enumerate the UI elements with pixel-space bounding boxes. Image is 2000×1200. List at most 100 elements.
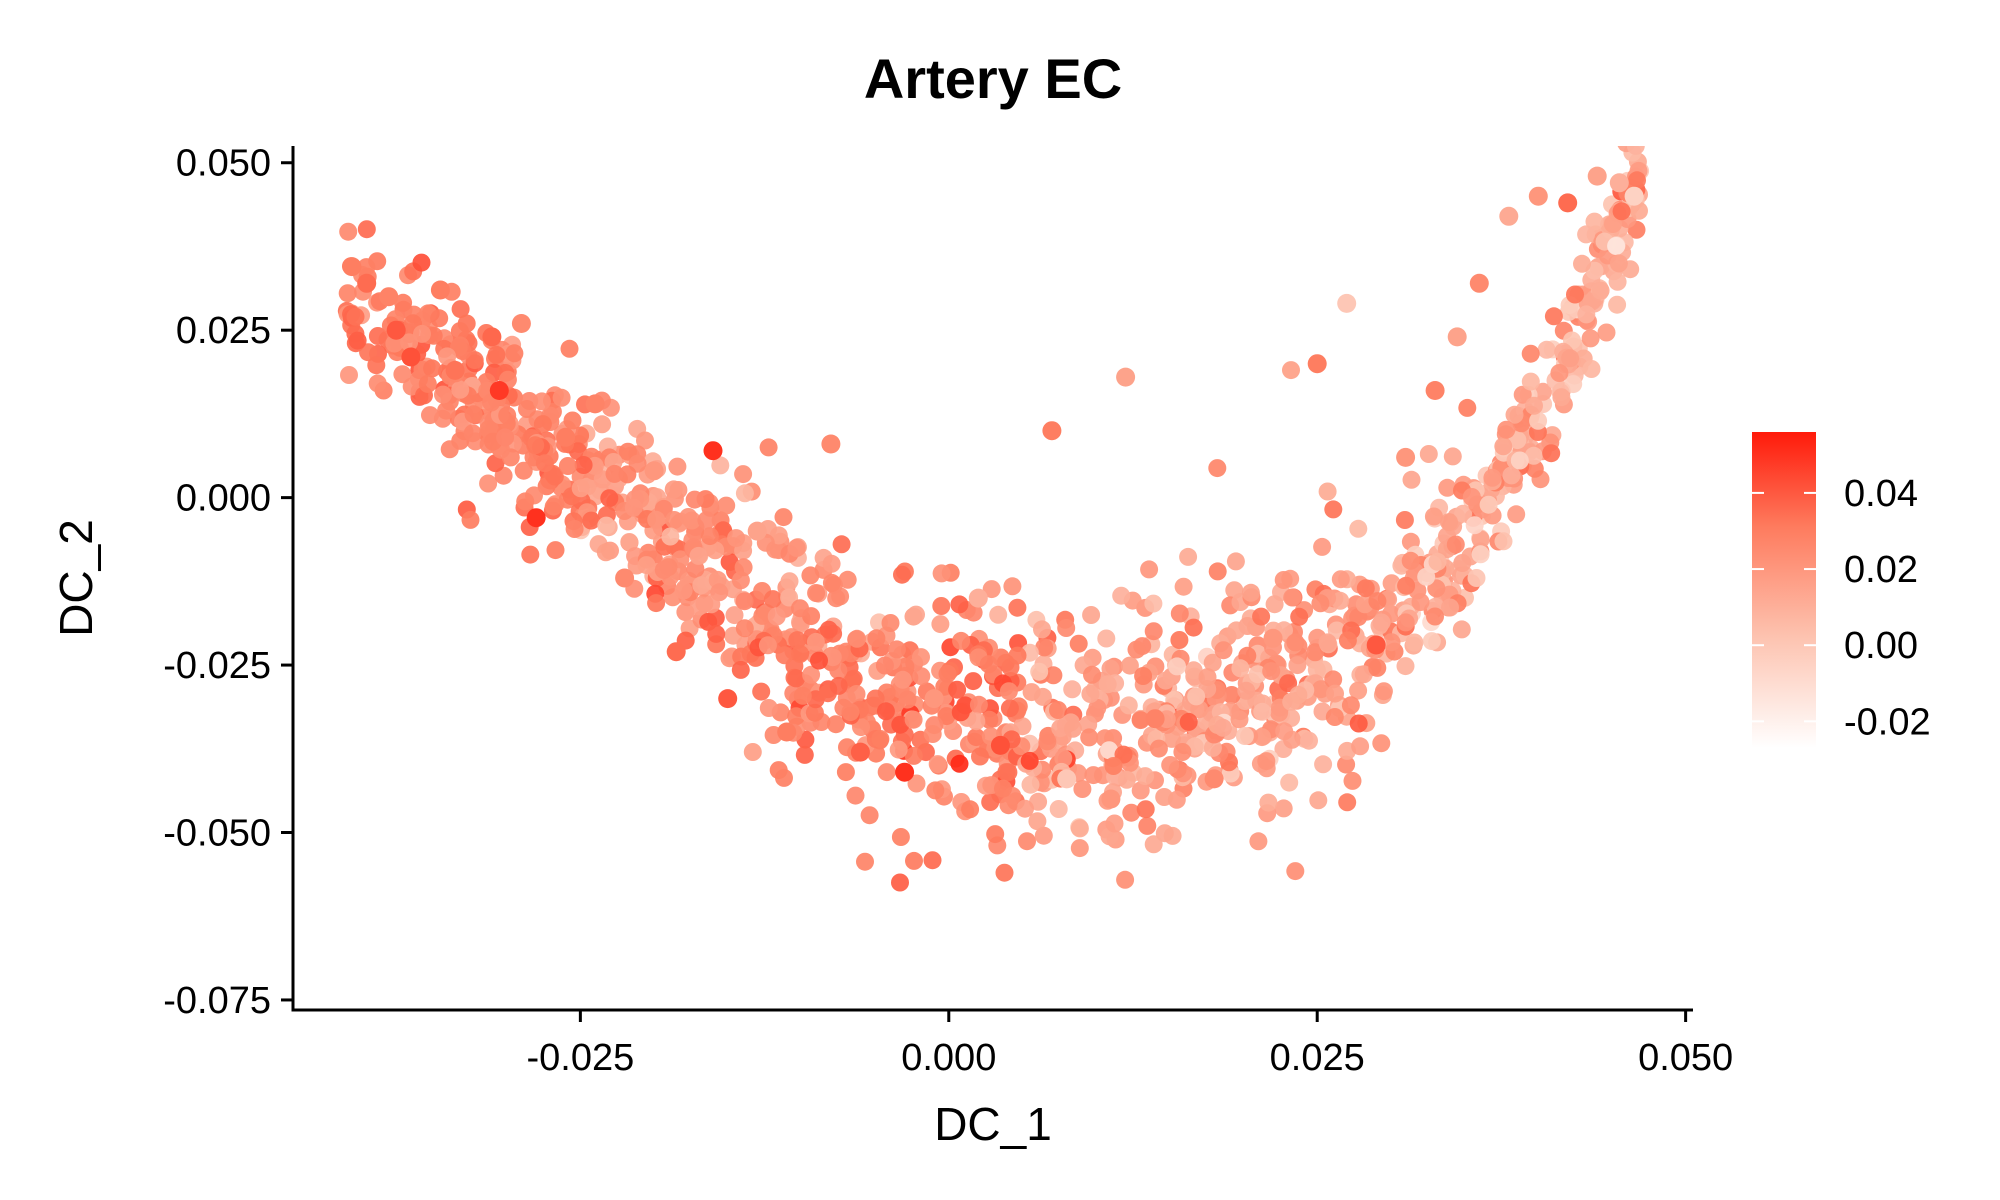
- scatter-point: [1198, 668, 1217, 687]
- scatter-point: [1042, 421, 1062, 441]
- scatter-point: [881, 614, 900, 632]
- scatter-point: [822, 554, 841, 573]
- scatter-point: [1521, 372, 1540, 391]
- scatter-point: [1528, 186, 1548, 206]
- scatter-point: [1263, 628, 1283, 648]
- scatter-point: [1402, 470, 1421, 489]
- scatter-point: [1259, 793, 1278, 812]
- scatter-point: [1458, 398, 1477, 417]
- x-axis-title: DC_1: [934, 1098, 1052, 1150]
- scatter-point: [516, 492, 535, 511]
- scatter-point: [1030, 662, 1049, 681]
- scatter-point: [597, 516, 616, 535]
- scatter-point: [1274, 799, 1293, 818]
- colorbar: [1752, 432, 1816, 748]
- scatter-point: [689, 546, 708, 565]
- scatter-point: [1552, 388, 1571, 407]
- scatter-point: [1441, 598, 1459, 617]
- scatter-point: [1499, 206, 1519, 226]
- scatter-point: [367, 356, 386, 375]
- scatter-point: [514, 461, 533, 480]
- scatter-point: [727, 529, 746, 548]
- colorbar-ticks: 0.04 0.02 0.00 -0.02: [1752, 473, 1931, 743]
- scatter-point: [1038, 732, 1057, 751]
- scatter-point: [1306, 643, 1325, 662]
- scatter-point: [1033, 687, 1052, 706]
- scatter-point: [560, 339, 579, 358]
- scatter-point: [752, 682, 771, 701]
- scatter-point: [535, 454, 554, 473]
- scatter-point: [1604, 215, 1622, 233]
- scatter-point: [489, 381, 509, 400]
- scatter-point: [1155, 788, 1174, 806]
- scatter-point: [421, 406, 439, 425]
- scatter-point: [895, 762, 915, 782]
- scatter-point: [1235, 727, 1254, 745]
- scatter-point: [1097, 629, 1116, 648]
- scatter-point: [571, 479, 590, 498]
- scatter-point: [511, 314, 531, 333]
- scatter-point: [1331, 570, 1350, 589]
- scatter-point: [1550, 364, 1569, 382]
- scatter-point: [1382, 633, 1401, 652]
- scatter-point: [1494, 532, 1513, 551]
- scatter-point: [544, 497, 563, 516]
- scatter-point: [618, 442, 637, 461]
- scatter-point: [596, 543, 615, 562]
- scatter-point: [582, 511, 601, 530]
- scatter-point: [1253, 702, 1272, 721]
- scatter-point: [450, 322, 469, 341]
- scatter-point: [1290, 607, 1309, 626]
- scatter-point: [1341, 696, 1360, 715]
- scatter-point: [923, 851, 942, 870]
- scatter-point: [1282, 361, 1300, 380]
- scatter-point: [647, 594, 666, 613]
- y-tick-label: -0.050: [163, 813, 271, 855]
- scatter-point: [1064, 719, 1082, 738]
- scatter-point: [400, 333, 419, 352]
- scatter-point: [1117, 770, 1136, 789]
- points-layer: [337, 146, 1650, 892]
- scatter-point: [1069, 634, 1088, 653]
- scatter-point: [394, 293, 413, 312]
- scatter-point: [747, 521, 767, 541]
- scatter-point: [654, 561, 673, 579]
- scatter-point: [806, 632, 825, 651]
- scatter-point: [1453, 554, 1472, 572]
- scatter-point: [418, 374, 437, 393]
- scatter-point: [1544, 307, 1563, 326]
- scatter-point: [1465, 516, 1484, 535]
- scatter-point: [664, 480, 683, 499]
- scatter-point: [1127, 640, 1146, 659]
- scatter-point: [1513, 385, 1532, 404]
- scatter-point: [1626, 146, 1645, 155]
- scatter-point: [1214, 718, 1232, 737]
- scatter-point: [1338, 631, 1357, 650]
- scatter-point: [1524, 446, 1543, 465]
- scatter-point: [346, 307, 365, 326]
- scatter-point: [759, 699, 778, 717]
- scatter-point: [1307, 354, 1327, 374]
- scatter-point: [1083, 665, 1101, 684]
- scatter-point: [1134, 667, 1153, 685]
- scatter-point: [1349, 714, 1368, 733]
- scatter-point: [950, 754, 969, 773]
- scatter-point: [1179, 547, 1198, 566]
- scatter-point: [823, 648, 842, 667]
- scatter-point: [912, 667, 931, 686]
- y-tick-label: 0.050: [176, 143, 271, 185]
- scatter-point: [787, 669, 806, 688]
- scatter-point: [1070, 819, 1089, 838]
- scatter-point: [552, 388, 571, 407]
- scatter-point: [1100, 741, 1119, 760]
- scatter-point: [479, 474, 498, 493]
- scatter-point: [1318, 633, 1337, 652]
- scatter-point: [700, 527, 719, 546]
- scatter-point: [732, 647, 751, 666]
- scatter-point: [1222, 686, 1241, 704]
- scatter-point: [1313, 537, 1332, 556]
- color-legend: 0.04 0.02 0.00 -0.02: [1752, 432, 1931, 748]
- scatter-point: [1534, 382, 1552, 401]
- scatter-point: [924, 689, 944, 709]
- scatter-point: [1034, 826, 1053, 845]
